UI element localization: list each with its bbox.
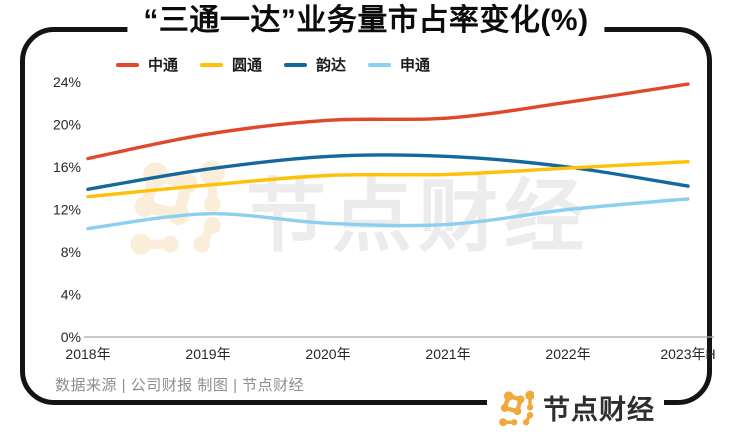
legend-label: 申通	[400, 57, 431, 74]
legend-dash-icon	[200, 62, 224, 67]
legend-label: 圆通	[232, 57, 263, 74]
legend-label: 韵达	[316, 57, 347, 74]
x-tick-label: 2022年	[545, 346, 590, 362]
series-line-中通	[86, 82, 690, 161]
legend-item-韵达: 韵达	[284, 54, 346, 75]
series-line-韵达	[86, 153, 690, 192]
legend-item-圆通: 圆通	[200, 54, 262, 75]
series-line-申通	[86, 197, 690, 231]
brand-logo: 节点财经	[487, 385, 664, 430]
series-line-圆通	[86, 160, 690, 199]
brand-logo-icon	[499, 390, 534, 426]
legend-dash-icon	[116, 62, 139, 67]
chart-title: “三通一达”业务量市占率变化(%)	[127, 0, 605, 42]
y-tick-label: 20%	[53, 117, 81, 133]
legend-dash-icon	[368, 62, 392, 67]
y-tick-label: 24%	[53, 74, 81, 90]
brand-logo-text: 节点财经	[543, 395, 655, 425]
data-source: 数据来源 | 公司财报 制图 | 节点财经	[55, 377, 305, 394]
x-tick-label: 2021年	[425, 346, 470, 362]
legend-dash-icon	[284, 62, 308, 67]
watermark-text: 节点财经	[246, 172, 590, 261]
y-tick-label: 16%	[53, 159, 81, 175]
x-tick-label: 2020年	[305, 346, 350, 362]
brand-network-icon	[499, 390, 534, 426]
legend-item-中通: 中通	[116, 54, 178, 75]
y-tick-label: 12%	[53, 202, 81, 218]
y-tick-label: 0%	[61, 329, 81, 345]
legend: 中通 圆通 韵达 申通	[116, 54, 430, 75]
x-tick-label: 2019年	[185, 346, 230, 362]
legend-label: 中通	[148, 57, 179, 74]
legend-item-申通: 申通	[368, 54, 430, 75]
x-tick-label: 2018年	[65, 346, 110, 362]
y-tick-label: 8%	[61, 244, 81, 260]
y-tick-label: 4%	[61, 287, 81, 303]
x-tick-label: 2023年H	[660, 346, 715, 362]
